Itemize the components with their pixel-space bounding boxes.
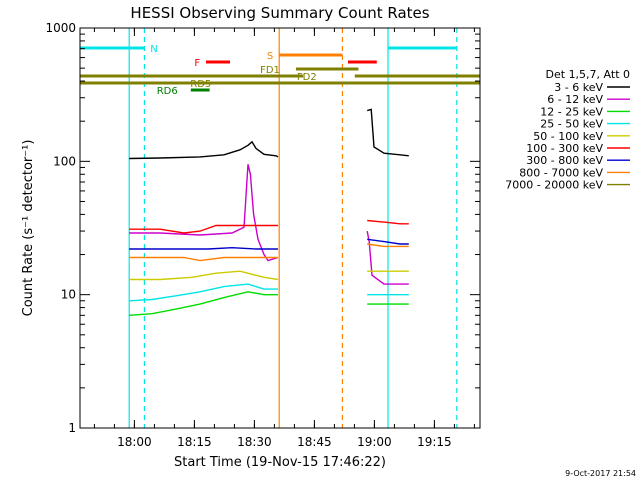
status-label-n: N bbox=[150, 44, 157, 55]
series-line-7-0 bbox=[129, 256, 278, 262]
x-tick-label: 18:00 bbox=[117, 435, 152, 449]
legend-entry-label: 50 - 100 keV bbox=[533, 130, 603, 143]
status-label-rd5: RD5 bbox=[190, 79, 211, 90]
x-axis-ticks: 18:00 18:15 18:30 18:45 19:00 19:15 bbox=[93, 28, 475, 449]
legend-entry-label: 100 - 300 keV bbox=[526, 142, 603, 155]
series-line-5-0 bbox=[129, 224, 278, 234]
series-line-6-1 bbox=[367, 238, 409, 245]
legend-entry-label: 300 - 800 keV bbox=[526, 154, 603, 167]
series-line-1-0 bbox=[129, 164, 279, 262]
y-axis-label: Count Rate (s⁻¹ detector⁻¹) bbox=[21, 140, 36, 317]
footer-timestamp: 9-Oct-2017 21:54 bbox=[565, 469, 636, 478]
x-tick-label: 18:15 bbox=[177, 435, 212, 449]
y-axis-ticks: 1 10 100 1000 bbox=[45, 21, 480, 435]
y-tick-label: 1 bbox=[68, 421, 76, 435]
legend-title: Det 1,5,7, Att 0 bbox=[546, 68, 630, 81]
series-line-3-0 bbox=[129, 283, 278, 302]
legend-entry-label: 800 - 7000 keV bbox=[519, 166, 603, 179]
x-tick-label: 18:30 bbox=[237, 435, 272, 449]
status-label-f: F bbox=[194, 58, 200, 69]
status-label-fd2: FD2 bbox=[297, 72, 317, 83]
x-tick-label: 19:15 bbox=[417, 435, 452, 449]
series-line-5-1 bbox=[367, 219, 409, 225]
x-axis-label: Start Time (19-Nov-15 17:46:22) bbox=[174, 455, 386, 470]
y-tick-label: 100 bbox=[53, 154, 76, 168]
series-line-2-0 bbox=[129, 291, 278, 316]
status-label-fd1: FD1 bbox=[260, 65, 280, 76]
legend-entry-label: 25 - 50 keV bbox=[540, 118, 603, 131]
series-line-0-1 bbox=[366, 108, 409, 157]
x-tick-label: 18:45 bbox=[297, 435, 332, 449]
legend-entry-label: 7000 - 20000 keV bbox=[505, 179, 603, 192]
y-tick-label: 10 bbox=[61, 288, 76, 302]
legend-entry-label: 12 - 25 keV bbox=[540, 105, 603, 118]
series-line-6-0 bbox=[129, 246, 278, 250]
x-tick-label: 19:00 bbox=[357, 435, 392, 449]
y-tick-label: 1000 bbox=[45, 21, 76, 35]
plot-frame bbox=[79, 27, 481, 429]
series-line-7-1 bbox=[367, 243, 409, 248]
series-line-4-0 bbox=[129, 270, 279, 281]
series-line-0-0 bbox=[129, 140, 279, 160]
status-label-s: S bbox=[267, 51, 273, 62]
legend-entry-label: 6 - 12 keV bbox=[547, 93, 603, 106]
legend-entry-label: 3 - 6 keV bbox=[554, 81, 603, 94]
plot-area: N S F FD1 FD2 RD5 RD6 bbox=[80, 28, 480, 428]
chart-title: HESSI Observing Summary Count Rates bbox=[130, 4, 429, 22]
status-label-rd6: RD6 bbox=[157, 86, 178, 97]
